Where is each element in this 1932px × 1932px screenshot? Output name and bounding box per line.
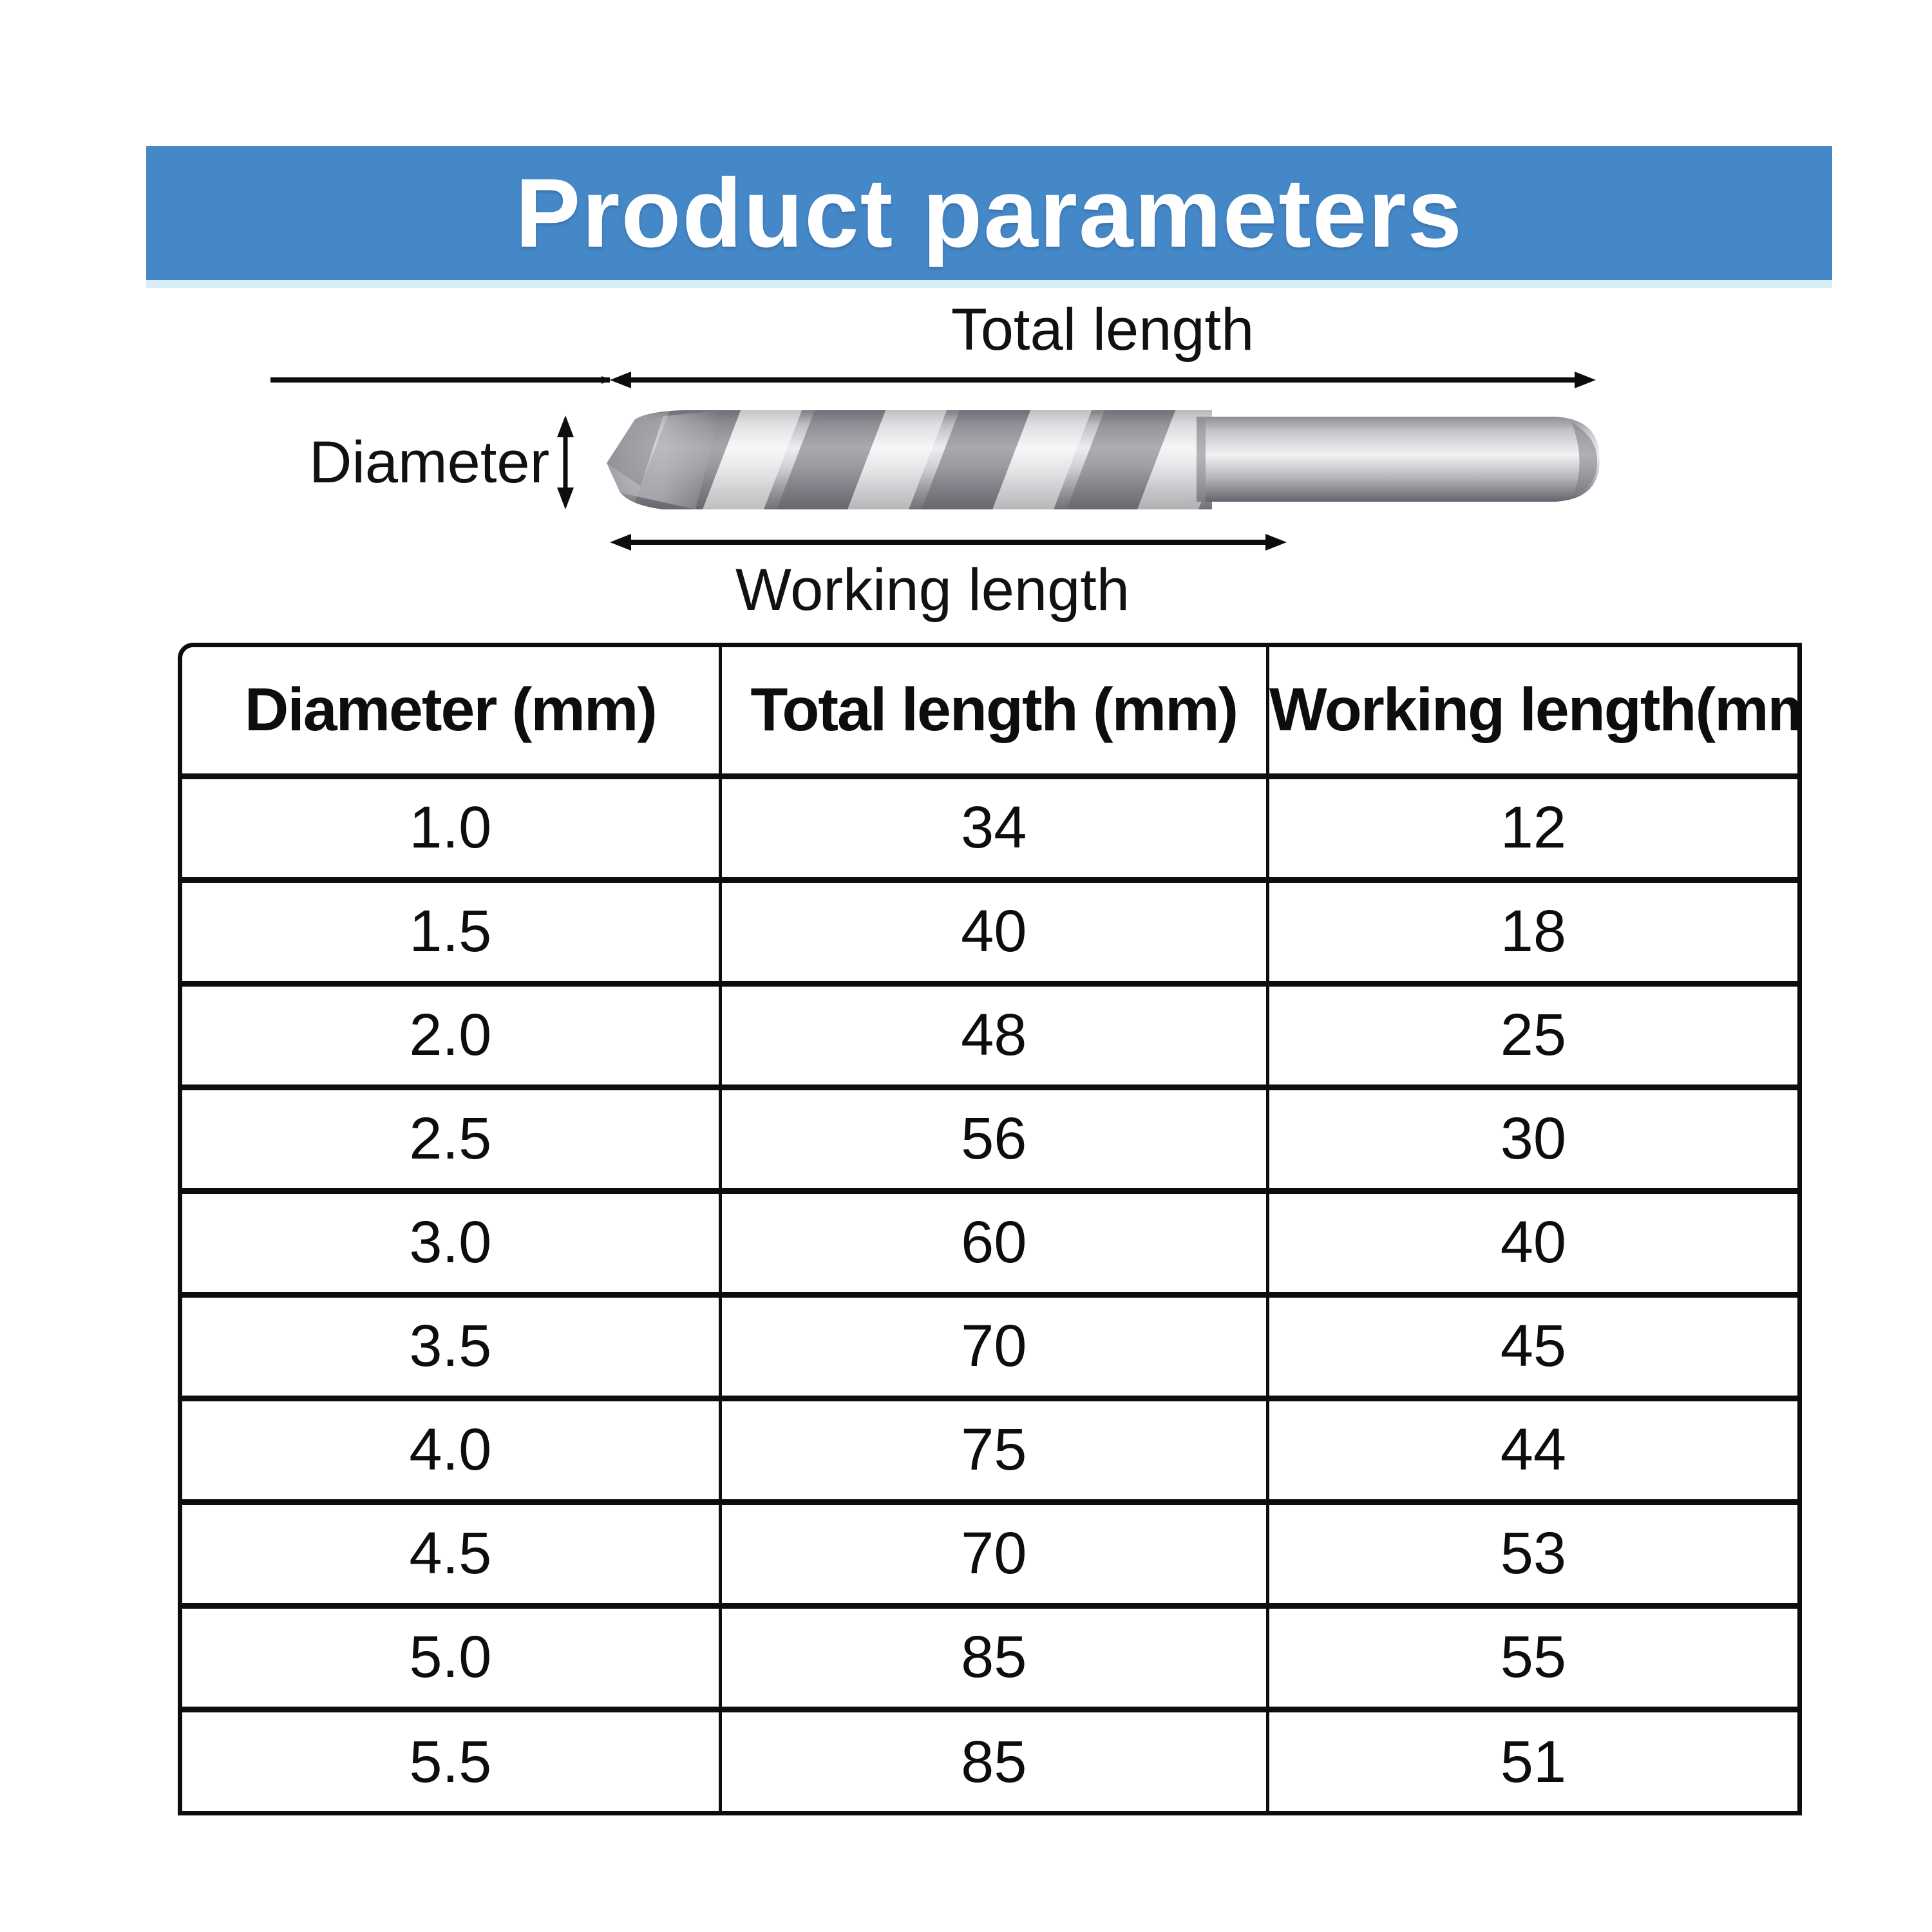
table-row: 1.0 34 12 <box>182 773 1797 880</box>
table-cell: 60 <box>718 1188 1268 1294</box>
table-cell: 51 <box>1265 1706 1797 1811</box>
parameters-table: Diameter (mm) Total length (mm) Working … <box>178 643 1802 1815</box>
table-cell: 85 <box>718 1706 1268 1811</box>
title-banner: Product parameters <box>146 146 1832 280</box>
table-cell: 12 <box>1265 773 1797 880</box>
table-cell: 55 <box>1265 1602 1797 1709</box>
diameter-arrow <box>557 415 574 509</box>
table-row: 2.5 56 30 <box>182 1084 1797 1191</box>
table-cell: 30 <box>1265 1084 1797 1191</box>
working-length-arrow <box>610 534 1287 551</box>
table-cell: 4.5 <box>182 1499 721 1605</box>
table-cell: 4.0 <box>182 1395 721 1502</box>
table-row: 3.0 60 40 <box>182 1188 1797 1294</box>
table-cell: 48 <box>718 980 1268 1087</box>
table-cell: 1.5 <box>182 876 721 983</box>
table-cell: 34 <box>718 773 1268 880</box>
column-header-working-length: Working length(mm) <box>1265 647 1797 776</box>
column-header-total-length: Total length (mm) <box>718 647 1268 776</box>
table-cell: 85 <box>718 1602 1268 1709</box>
table-cell: 18 <box>1265 876 1797 983</box>
table-row: 1.5 40 18 <box>182 876 1797 983</box>
diameter-label: Diameter <box>309 430 550 495</box>
table-cell: 45 <box>1265 1291 1797 1398</box>
table-cell: 53 <box>1265 1499 1797 1605</box>
banner-bottom-strip <box>146 280 1832 288</box>
table-cell: 40 <box>718 876 1268 983</box>
total-length-arrow <box>270 372 1596 388</box>
page-title: Product parameters <box>515 158 1464 268</box>
table-cell: 3.0 <box>182 1188 721 1294</box>
total-length-label: Total length <box>951 297 1255 363</box>
table-cell: 5.0 <box>182 1602 721 1709</box>
table-cell: 44 <box>1265 1395 1797 1502</box>
table-cell: 70 <box>718 1499 1268 1605</box>
table-cell: 25 <box>1265 980 1797 1087</box>
table-cell: 5.5 <box>182 1706 721 1811</box>
table-cell: 1.0 <box>182 773 721 880</box>
table-cell: 56 <box>718 1084 1268 1191</box>
table-row: 5.0 85 55 <box>182 1602 1797 1709</box>
table-cell: 2.5 <box>182 1084 721 1191</box>
table-cell: 40 <box>1265 1188 1797 1294</box>
table-cell: 3.5 <box>182 1291 721 1398</box>
table-cell: 2.0 <box>182 980 721 1087</box>
working-length-label: Working length <box>735 557 1130 623</box>
table-row: 3.5 70 45 <box>182 1291 1797 1398</box>
table-cell: 75 <box>718 1395 1268 1502</box>
column-header-diameter: Diameter (mm) <box>244 676 658 744</box>
drill-diagram <box>270 372 1600 551</box>
table-row: 4.5 70 53 <box>182 1499 1797 1605</box>
table-header-row: Diameter (mm) Total length (mm) Working … <box>182 647 1797 776</box>
drill-bit-illustration <box>607 410 1600 509</box>
table-cell: 70 <box>718 1291 1268 1398</box>
table-row: 2.0 48 25 <box>182 980 1797 1087</box>
table-row: 5.5 85 51 <box>182 1706 1797 1811</box>
table-row: 4.0 75 44 <box>182 1395 1797 1502</box>
